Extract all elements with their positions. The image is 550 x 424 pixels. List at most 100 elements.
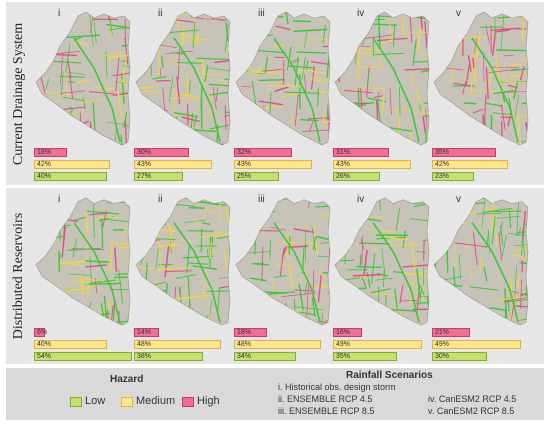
road-segment bbox=[176, 302, 179, 326]
road-segment bbox=[66, 34, 101, 38]
road-segment bbox=[64, 71, 87, 76]
road-segment bbox=[63, 138, 66, 145]
road-segment bbox=[102, 210, 107, 227]
road-segment bbox=[485, 67, 489, 100]
map-panel: ii 30% 43% 27% bbox=[134, 8, 232, 183]
road-segment bbox=[128, 49, 130, 54]
road-segment bbox=[40, 91, 68, 95]
road-segment bbox=[320, 313, 323, 326]
road-segment bbox=[151, 317, 171, 320]
road-segment bbox=[155, 247, 159, 271]
road-segment bbox=[309, 37, 330, 41]
low-hazard-bar: 34% bbox=[234, 352, 296, 361]
road-segment bbox=[142, 90, 159, 93]
road-segment bbox=[408, 31, 429, 34]
road-segment bbox=[59, 90, 86, 94]
road-segment bbox=[367, 299, 371, 310]
road-segment bbox=[69, 73, 74, 100]
road-segment bbox=[484, 208, 517, 214]
road-segment bbox=[173, 19, 196, 23]
road-segment bbox=[402, 264, 429, 268]
road-segment bbox=[451, 68, 454, 83]
medium-hazard-bar: 49% bbox=[432, 340, 521, 349]
road-segment bbox=[459, 254, 461, 281]
road-segment bbox=[413, 203, 429, 206]
road-segment bbox=[181, 116, 200, 122]
road-segment bbox=[504, 298, 528, 303]
road-segment bbox=[83, 278, 104, 282]
road-segment bbox=[445, 31, 449, 61]
road-segment bbox=[410, 320, 413, 326]
road-segment bbox=[359, 242, 390, 245]
road-segment bbox=[176, 76, 181, 105]
road-segment bbox=[322, 113, 325, 128]
main-road bbox=[173, 222, 221, 323]
road-segment bbox=[98, 53, 124, 57]
road-segment bbox=[66, 118, 72, 130]
road-segment bbox=[504, 304, 507, 326]
hazard-legend-title: Hazard bbox=[110, 374, 144, 385]
road-segment bbox=[224, 209, 230, 222]
road-segment bbox=[41, 115, 74, 118]
road-segment bbox=[514, 94, 520, 119]
road-segment bbox=[59, 75, 85, 78]
road-segment bbox=[327, 272, 330, 282]
road-segment bbox=[315, 204, 330, 208]
low-hazard-bar: 30% bbox=[432, 352, 487, 361]
road-segment bbox=[357, 49, 361, 80]
scenario-numeral: iii bbox=[258, 194, 265, 205]
road-segment bbox=[171, 124, 177, 145]
road-segment bbox=[193, 115, 198, 128]
map-panel: v 21% 49% 30% bbox=[432, 194, 530, 362]
road-segment bbox=[42, 317, 46, 326]
road-segment bbox=[367, 229, 398, 233]
road-segment bbox=[509, 63, 522, 66]
scenario-i-label: i. Historical obs. design storm bbox=[278, 382, 396, 392]
road-segment bbox=[502, 234, 507, 257]
road-segment bbox=[453, 242, 488, 248]
road-segment bbox=[519, 66, 525, 81]
legend-panel: Hazard Low Medium High Rainfall Scenario… bbox=[6, 368, 544, 420]
road-segment bbox=[217, 287, 221, 313]
road-segment bbox=[339, 259, 355, 262]
road-segment bbox=[223, 114, 230, 117]
road-segment bbox=[370, 288, 391, 294]
road-segment bbox=[88, 309, 93, 326]
road-segment bbox=[157, 233, 162, 267]
road-segment bbox=[65, 262, 82, 267]
road-segment bbox=[203, 322, 208, 326]
road-segment bbox=[269, 316, 271, 326]
road-segment bbox=[354, 86, 386, 90]
road-segment bbox=[472, 231, 478, 266]
road-segment bbox=[274, 86, 289, 92]
main-road bbox=[73, 37, 121, 143]
road-segment bbox=[529, 128, 530, 131]
road-segment bbox=[377, 13, 381, 48]
road-segment bbox=[487, 210, 522, 213]
road-segment bbox=[128, 222, 130, 227]
road-segment bbox=[218, 274, 230, 279]
scenario-numeral: i bbox=[58, 8, 61, 19]
road-segment bbox=[488, 231, 491, 254]
road-segment bbox=[376, 99, 381, 125]
road-segment bbox=[140, 128, 162, 132]
road-segment bbox=[372, 237, 377, 253]
road-segment bbox=[350, 304, 355, 326]
scenario-numeral: ii bbox=[158, 194, 163, 205]
road-segment bbox=[276, 241, 308, 244]
main-road bbox=[173, 37, 221, 143]
road-segment bbox=[470, 90, 497, 93]
low-hazard-bar: 38% bbox=[134, 352, 203, 361]
road-segment bbox=[469, 286, 499, 291]
road-segment bbox=[425, 108, 428, 130]
road-segment bbox=[440, 13, 471, 19]
road-segment bbox=[273, 275, 287, 279]
road-segment bbox=[37, 135, 69, 141]
road-segment bbox=[520, 293, 528, 298]
low-hazard-bar: 40% bbox=[34, 172, 107, 181]
road-segment bbox=[186, 72, 189, 99]
road-segment bbox=[66, 58, 72, 79]
road-segment bbox=[472, 57, 475, 69]
road-segment bbox=[527, 39, 528, 44]
road-segment bbox=[376, 272, 389, 277]
